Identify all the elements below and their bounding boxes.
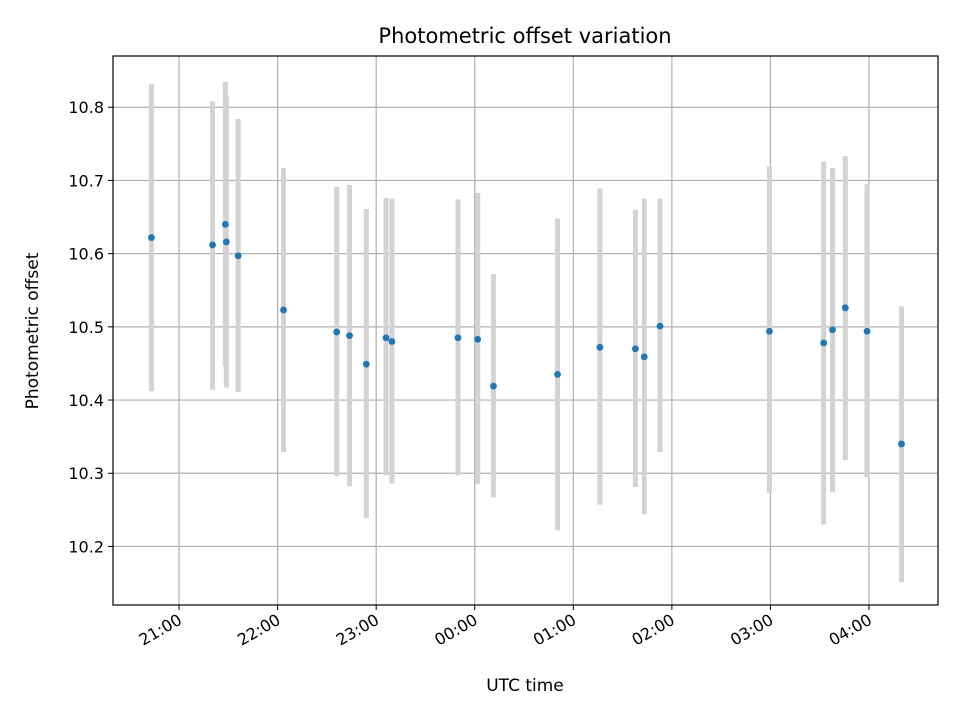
y-tick-label: 10.2 xyxy=(68,537,104,556)
data-point xyxy=(148,234,155,241)
y-tick-label: 10.4 xyxy=(68,391,104,410)
data-point xyxy=(632,345,639,353)
data-point xyxy=(454,334,462,342)
data-point xyxy=(829,326,836,334)
data-point xyxy=(820,339,828,347)
data-point xyxy=(766,327,773,335)
data-point xyxy=(388,338,396,345)
data-point xyxy=(209,241,216,249)
data-point xyxy=(222,238,230,246)
data-point xyxy=(234,252,242,260)
data-point xyxy=(490,382,497,390)
data-point xyxy=(333,328,341,336)
y-tick-label: 10.8 xyxy=(68,98,104,117)
data-point xyxy=(474,335,482,343)
data-point xyxy=(656,322,664,330)
x-axis-label: UTC time xyxy=(486,676,564,696)
data-point xyxy=(863,327,871,335)
data-point xyxy=(596,343,604,351)
y-tick-label: 10.7 xyxy=(68,171,104,190)
data-point xyxy=(841,304,849,312)
data-point xyxy=(554,371,561,378)
grid-lines xyxy=(113,56,938,605)
data-point xyxy=(362,360,370,368)
y-axis-label: Photometric offset xyxy=(23,252,43,409)
data-point xyxy=(898,440,905,448)
chart-title: Photometric offset variation xyxy=(378,24,671,48)
data-point xyxy=(382,334,390,342)
y-tick-label: 10.5 xyxy=(68,318,104,337)
data-point xyxy=(346,332,353,340)
y-tick-label: 10.3 xyxy=(68,464,104,483)
plot-frame xyxy=(112,55,939,606)
data-point xyxy=(221,220,229,228)
y-tick-label: 10.6 xyxy=(68,245,104,264)
data-points xyxy=(148,220,905,448)
data-point xyxy=(640,353,648,361)
data-point xyxy=(280,306,287,314)
